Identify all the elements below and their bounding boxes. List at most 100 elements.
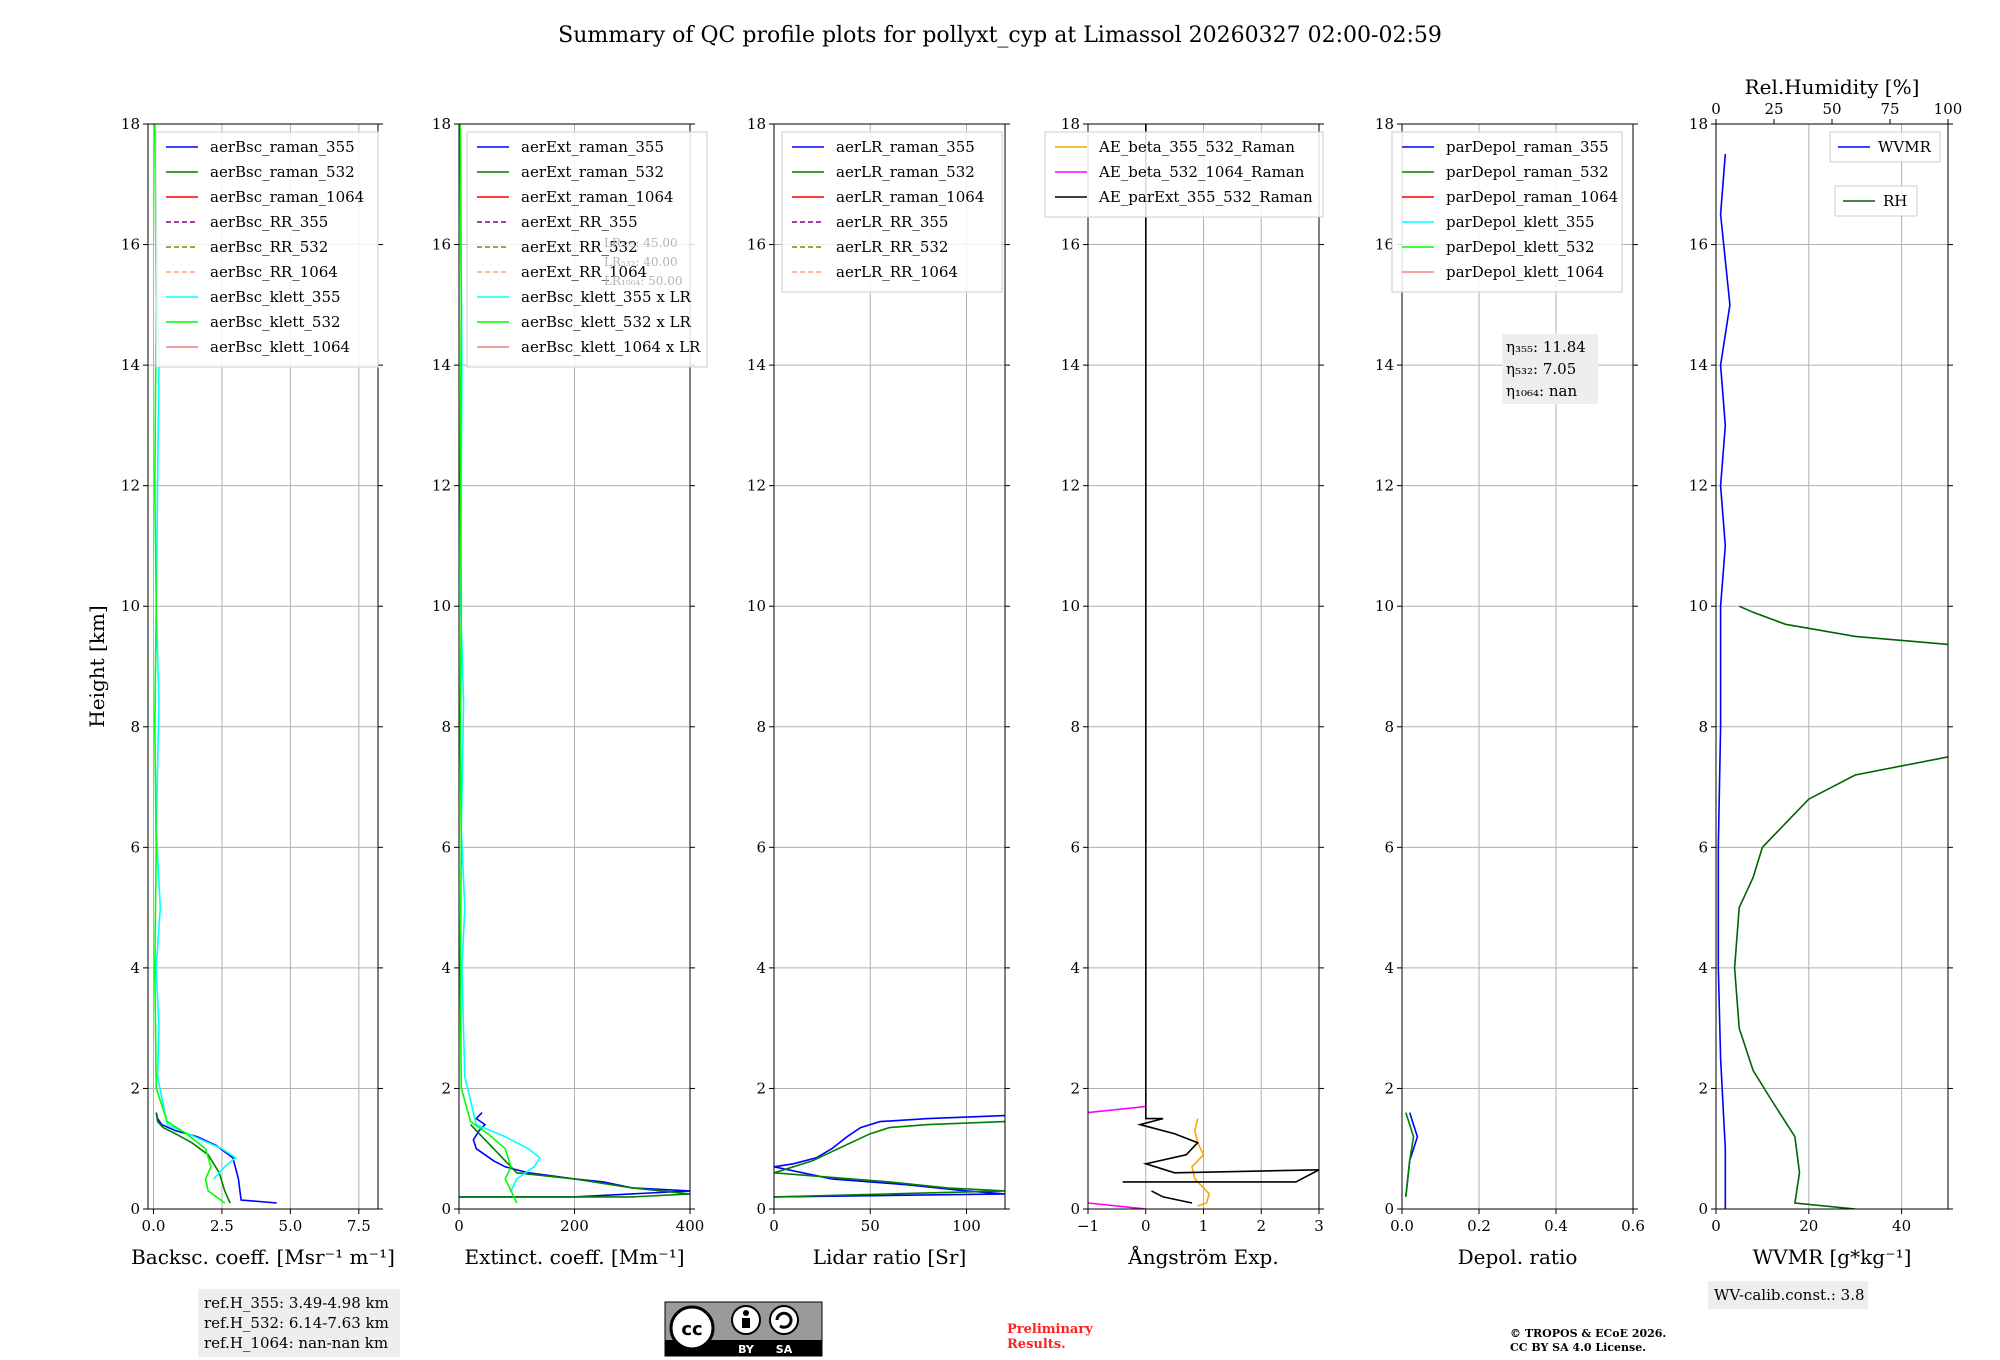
x-tick-label: 7.5	[347, 1217, 371, 1235]
y-tick-label: 14	[121, 356, 140, 374]
x-tick-label: 0.4	[1544, 1217, 1568, 1235]
y-tick-label: 0	[1698, 1200, 1708, 1218]
y-tick-label: 6	[1384, 838, 1394, 856]
svg-text:cc: cc	[681, 1319, 702, 1340]
legend-entry: parDepol_raman_1064	[1446, 188, 1618, 206]
y-tick-label: 8	[130, 718, 140, 736]
eta-label: η₅₃₂: 7.05	[1506, 360, 1576, 378]
legend-entry: aerLR_raman_355	[836, 138, 975, 156]
preliminary-results-line1: Preliminary	[1007, 1322, 1093, 1337]
panel-2: 0 200 400 0 2 4 6 8 10 12 14 16 18 Extinct. coeff. [M…	[432, 115, 708, 1269]
legend: AE_beta_355_532_Raman AE_beta_532_1064_Ra…	[1044, 131, 1324, 218]
y-tick-label: 0	[756, 1200, 766, 1218]
info-box-line: ref.H_355: 3.49-4.98 km	[204, 1294, 389, 1312]
legend-entry: aerLR_RR_1064	[836, 263, 958, 281]
y-tick-label: 2	[1070, 1079, 1080, 1097]
info-box	[198, 1289, 400, 1357]
x-tick-label: 200	[560, 1217, 589, 1235]
top-x-tick-label: 100	[1934, 100, 1963, 118]
y-tick-label: 2	[130, 1079, 140, 1097]
cc-license-badge: cc BY SA	[664, 1301, 823, 1357]
eta-label: η₃₅₅: 11.84	[1506, 338, 1586, 356]
series-aerLR_raman_355	[774, 1114, 1005, 1198]
y-tick-label: 2	[441, 1079, 451, 1097]
x-tick-label: 0	[769, 1217, 779, 1235]
y-tick-label: 8	[1698, 718, 1708, 736]
legend-box	[1829, 131, 1941, 163]
info-box	[1708, 1281, 1868, 1309]
legend-entry: aerBsc_raman_532	[210, 163, 355, 181]
legend-entry: aerExt_raman_355	[521, 138, 664, 156]
y-tick-label: 8	[441, 718, 451, 736]
y-tick-label: 16	[121, 236, 140, 254]
legend: parDepol_raman_355 parDepol_raman_532 parD…	[1391, 131, 1623, 293]
legend-entry: parDepol_raman_355	[1446, 138, 1609, 156]
series-AE_parExt_355_532_Raman	[1122, 124, 1319, 1183]
legend-box	[155, 131, 379, 368]
cc-icon	[669, 1305, 715, 1351]
y-tick-label: 14	[1375, 356, 1394, 374]
y-tick-label: 8	[1070, 718, 1080, 736]
legend-entry: aerExt_RR_532	[521, 238, 638, 256]
y-tick-label: 2	[1384, 1079, 1394, 1097]
y-tick-label: 8	[1384, 718, 1394, 736]
legend-entry: aerBsc_klett_1064	[210, 338, 350, 356]
y-tick-label: 0	[130, 1200, 140, 1218]
copyright-line1: © TROPOS & ECoE 2026.	[1510, 1327, 1666, 1340]
axes-frame	[773, 123, 1006, 1210]
copyright-line2: CC BY SA 4.0 License.	[1510, 1341, 1646, 1354]
axes-frame	[1401, 123, 1634, 1210]
legend-entry: parDepol_klett_532	[1446, 238, 1595, 256]
legend-entry: WVMR	[1878, 138, 1932, 156]
legend-entry: RH	[1883, 192, 1907, 210]
legend-entry: AE_parExt_355_532_Raman	[1098, 188, 1313, 206]
y-tick-label: 12	[1375, 477, 1394, 495]
x-tick-label: 0.0	[142, 1217, 166, 1235]
legend-entry: aerBsc_klett_532 x LR	[521, 313, 692, 331]
eta-label: η₁₀₆₄: nan	[1506, 382, 1577, 400]
series-aerBsc_klett_355	[154, 124, 237, 1180]
y-tick-label: 18	[1689, 115, 1708, 133]
y-tick-label: 12	[1061, 477, 1080, 495]
legend-entry: aerBsc_raman_355	[210, 138, 355, 156]
legend-entry: aerExt_RR_1064	[521, 263, 647, 281]
y-tick-label: 2	[1698, 1079, 1708, 1097]
y-tick-label: 12	[432, 477, 451, 495]
legend-entry: aerBsc_klett_1064 x LR	[521, 338, 701, 356]
y-axis-label: Height [km]	[85, 605, 109, 727]
top-x-tick-label: 75	[1880, 100, 1899, 118]
legend-entry: AE_beta_532_1064_Raman	[1098, 163, 1305, 181]
sa-share-icon	[769, 1305, 799, 1335]
series-aerBsc_klett_532	[153, 124, 226, 1204]
x-tick-label: 0	[1711, 1217, 1721, 1235]
legend-entry: aerBsc_klett_355 x LR	[521, 288, 692, 306]
legend-entry: aerExt_raman_532	[521, 163, 664, 181]
y-tick-label: 18	[747, 115, 766, 133]
y-tick-label: 12	[1689, 477, 1708, 495]
x-tick-label: 2.5	[210, 1217, 234, 1235]
panel-1: 0.0 2.5 5.0 7.5 0 2 4 6 8 10 12 14 16 18 Backsc. coeff…	[85, 115, 400, 1357]
y-tick-label: 4	[130, 959, 140, 977]
legend-entry: aerLR_raman_532	[836, 163, 975, 181]
lidar-ratio-label: LR₁₀₆₄: 50.00	[604, 274, 682, 288]
lidar-ratio-label: LR₅₃₂: 40.00	[604, 255, 678, 269]
axes-frame	[147, 123, 379, 1210]
top-x-tick-label: 50	[1822, 100, 1841, 118]
y-tick-label: 4	[756, 959, 766, 977]
legend-entry: aerBsc_RR_355	[210, 213, 328, 231]
x-tick-label: 0.0	[1390, 1217, 1414, 1235]
series-AE_beta_532_1064_Raman	[1088, 1105, 1146, 1114]
y-tick-label: 4	[1070, 959, 1080, 977]
x-tick-label: 1	[1199, 1217, 1209, 1235]
legend: aerExt_raman_355 aerExt_raman_532 aerExt_r…	[466, 131, 708, 368]
cc-by-label: BY	[738, 1343, 755, 1356]
lidar-ratio-label: LR₃₅₅: 45.00	[604, 236, 678, 250]
x-tick-label: 3	[1314, 1217, 1324, 1235]
y-tick-label: 12	[121, 477, 140, 495]
legend-box	[466, 131, 708, 368]
series-AE_parExt_355_532_Raman	[1151, 1190, 1193, 1204]
y-tick-label: 6	[441, 838, 451, 856]
info-box-line: ref.H_532: 6.14-7.63 km	[204, 1314, 389, 1332]
legend-entry: AE_beta_355_532_Raman	[1098, 138, 1295, 156]
